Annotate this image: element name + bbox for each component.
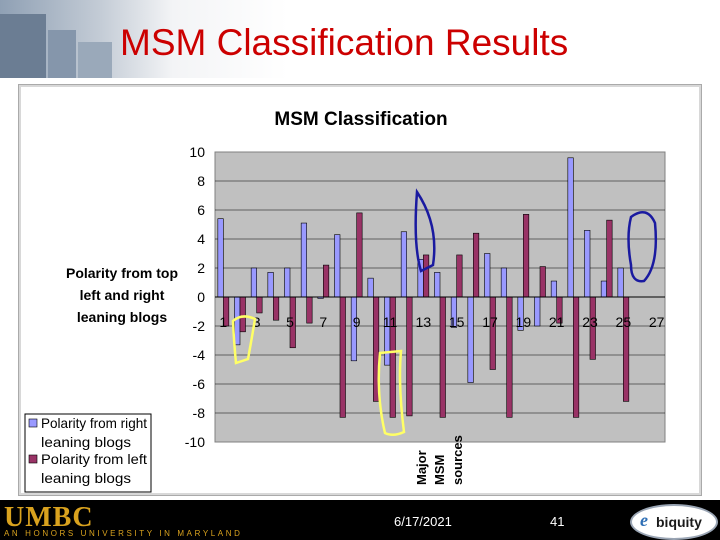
y-axis-label-line: left and right [80,287,165,303]
footer-bar: UMBC AN HONORS UNIVERSITY IN MARYLAND 6/… [0,500,720,540]
highlight-blue-loop [627,210,658,283]
bar-left-leaning [423,254,430,298]
bar-right-leaning [584,230,591,298]
y-axis-label-line: leaning blogs [77,309,167,325]
ebiquity-logo-mark: e [640,510,648,530]
bar-right-leaning [467,296,474,383]
bar-right-leaning [550,280,557,298]
header-banner [0,0,720,78]
annotation-label: sources [450,435,465,485]
bar-right-leaning [567,157,574,298]
legend-label: Polarity from left [41,451,147,467]
banner-building [78,42,112,78]
bar-left-leaning [489,296,496,370]
umbc-logo: UMBC [4,502,94,533]
bar-left-leaning [573,296,580,418]
bar-right-leaning [484,253,491,298]
bar-left-leaning [239,296,246,333]
y-axis-label-line: Polarity from top [66,265,178,281]
banner-building [0,14,46,78]
x-tick-label: 3 [253,314,261,330]
bar-right-leaning [400,231,407,298]
bar-left-leaning [306,296,313,324]
bar-left-leaning [539,266,546,298]
footer-date: 6/17/2021 [394,514,452,529]
y-tick-label: -10 [185,434,205,450]
chart-frame: MSM Classification 10 8 6 4 2 0 -2 -4 -6 -8 -10 1 3 5 7… [18,84,702,496]
bar-left-leaning [339,296,346,418]
x-tick-label: 13 [416,314,432,330]
bar-left-leaning [606,219,613,298]
y-tick-label: -4 [193,347,206,363]
y-tick-label: 0 [197,289,205,305]
x-tick-label: 5 [286,314,294,330]
bar-right-leaning [250,267,257,298]
y-tick-label: 8 [197,173,205,189]
legend-box [24,413,152,493]
bar-right-leaning [600,280,607,298]
ebiquity-logo-text: biquity [656,514,702,530]
page-number: 41 [550,514,565,529]
bar-left-leaning [623,296,630,402]
umbc-tagline: AN HONORS UNIVERSITY IN MARYLAND [4,529,243,538]
bar-left-leaning [456,254,463,298]
legend-label: leaning blogs [41,470,131,486]
annotation-label: MSM [432,455,447,485]
bar-right-leaning [617,267,624,298]
bar-left-leaning [356,212,363,298]
bar-left-leaning [256,296,263,314]
banner-building [48,30,76,78]
bar-right-leaning [284,267,291,298]
slide-title: MSM Classification Results [120,22,569,63]
bar-left-leaning [473,232,480,298]
highlight-blue-loop [414,188,436,273]
x-tick-label: 25 [616,314,632,330]
bar-right-leaning [217,218,224,298]
x-tick-label: 1 [219,314,227,330]
ebiquity-logo: e biquity [630,504,718,540]
y-tick-label: -8 [193,405,206,421]
y-tick-label: 10 [189,144,205,160]
bar-right-leaning [267,272,274,298]
annotation-label: Major [414,450,429,485]
x-tick-label: 7 [319,314,327,330]
bar-right-leaning [434,272,441,298]
bar-left-leaning [523,214,530,298]
bar-left-leaning [323,264,330,298]
x-tick-label: 17 [482,314,498,330]
bar-right-leaning [534,296,541,327]
highlight-yellow-loop [377,349,406,436]
legend-label: Polarity from right [41,415,147,431]
chart-title: MSM Classification [274,109,447,130]
bar-right-leaning [500,267,507,298]
x-tick-label: 15 [449,314,465,330]
bar-right-leaning [334,234,341,298]
y-tick-label: -6 [193,376,206,392]
x-tick-label: 19 [516,314,532,330]
x-tick-label: 9 [353,314,361,330]
y-tick-label: 4 [197,231,205,247]
legend-swatch [28,454,38,464]
legend-label: leaning blogs [41,434,131,450]
x-tick-label: 21 [549,314,565,330]
legend-swatch [28,418,38,428]
highlight-yellow-loop [231,315,257,365]
y-tick-label: 2 [197,260,205,276]
bar-right-leaning [367,277,374,298]
bar-left-leaning [273,296,280,321]
x-tick-label: 27 [649,314,665,330]
bar-left-leaning [406,296,413,417]
x-tick-label: 23 [582,314,598,330]
bar-left-leaning [439,296,446,418]
y-tick-label: 6 [197,202,205,218]
x-tick-label: 11 [383,314,398,330]
bar-right-leaning [384,296,391,366]
y-tick-label: -2 [193,318,206,334]
bar-right-leaning [300,222,307,298]
bar-right-leaning [234,296,241,346]
bar-left-leaning [506,296,513,418]
